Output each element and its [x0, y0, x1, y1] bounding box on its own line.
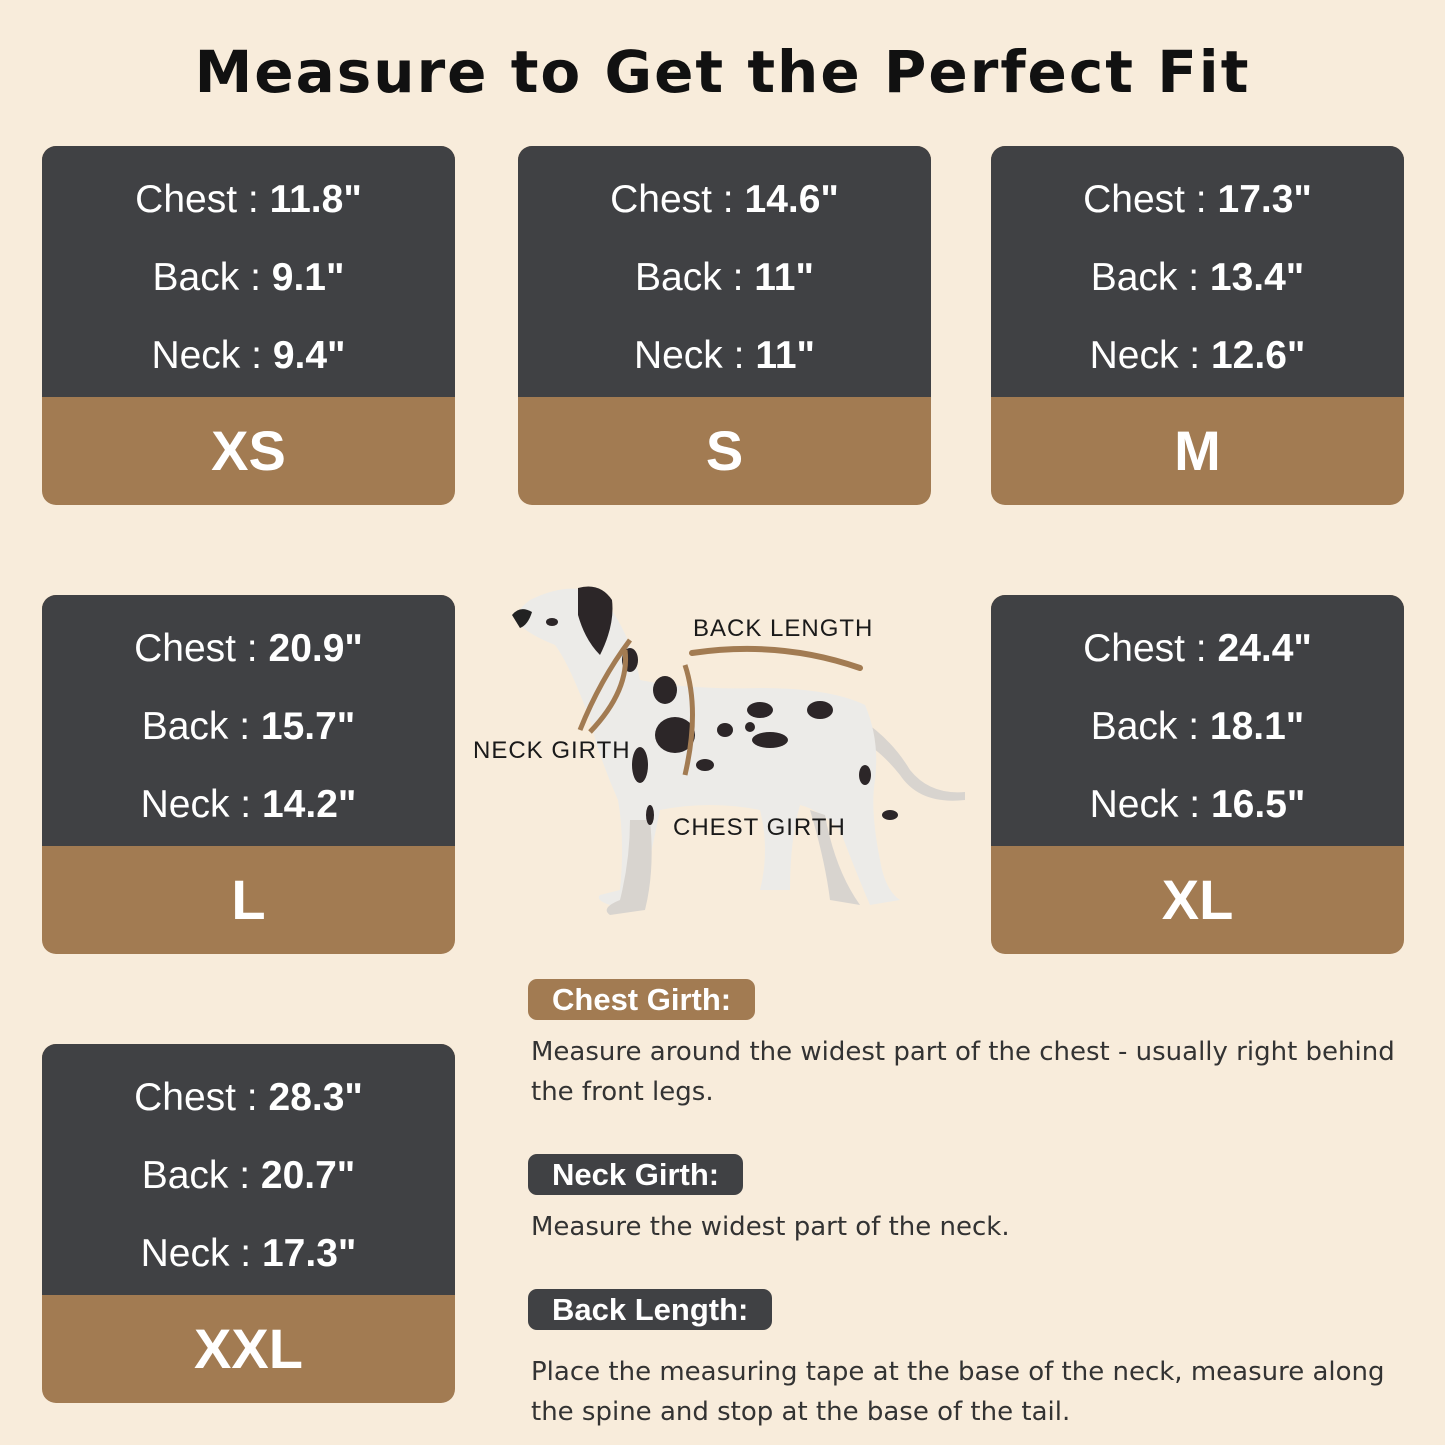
chest-value: 24.4" — [1217, 627, 1312, 670]
size-card-l: Chest : 20.9" Back : 15.7" Neck : 14.2" L — [42, 595, 455, 954]
back-label: Back : — [152, 256, 261, 299]
neck-value: 17.3" — [261, 1232, 357, 1275]
back-measurement: Back : 13.4" — [991, 254, 1404, 332]
back-measurement: Back : 18.1" — [991, 703, 1404, 781]
chest-label: Chest : — [134, 627, 258, 670]
neck-measurement: Neck : 9.4" — [42, 332, 455, 410]
back-label: Back : — [141, 705, 251, 748]
chest-label: Chest : — [1083, 627, 1207, 670]
size-card-xl: Chest : 24.4" Back : 18.1" Neck : 16.5" XL — [991, 595, 1404, 954]
neck-measurement: Neck : 12.6" — [991, 332, 1404, 410]
neck-measurement: Neck : 16.5" — [991, 781, 1404, 859]
neck-label: Neck : — [140, 783, 252, 826]
back-measurement: Back : 9.1" — [42, 254, 455, 332]
neck-label: Neck : — [1089, 783, 1201, 826]
measurements-panel: Chest : 11.8" Back : 9.1" Neck : 9.4" — [42, 146, 455, 397]
back-measurement: Back : 11" — [518, 254, 931, 332]
chest-value: 14.6" — [744, 178, 839, 221]
chest-girth-description: Measure around the widest part of the ch… — [531, 1037, 1395, 1107]
chest-measurement: Chest : 20.9" — [42, 625, 455, 703]
neck-value: 16.5" — [1210, 783, 1306, 826]
neck-girth-description: Measure the widest part of the neck. — [531, 1212, 1010, 1242]
chest-girth-label: CHEST GIRTH — [673, 814, 846, 841]
measurements-panel: Chest : 20.9" Back : 15.7" Neck : 14.2" — [42, 595, 455, 846]
neck-girth-label: NECK GIRTH — [473, 737, 631, 764]
chest-measurement: Chest : 14.6" — [518, 176, 931, 254]
measurements-panel: Chest : 17.3" Back : 13.4" Neck : 12.6" — [991, 146, 1404, 397]
size-card-s: Chest : 14.6" Back : 11" Neck : 11" S — [518, 146, 931, 505]
neck-value: 9.4" — [272, 334, 346, 377]
back-measurement: Back : 15.7" — [42, 703, 455, 781]
neck-girth-heading: Neck Girth: — [528, 1154, 744, 1195]
chest-value: 28.3" — [268, 1076, 363, 1119]
neck-label: Neck : — [1089, 334, 1201, 377]
back-length-heading: Back Length: — [528, 1289, 773, 1330]
chest-measurement: Chest : 28.3" — [42, 1074, 455, 1152]
measurements-panel: Chest : 24.4" Back : 18.1" Neck : 16.5" — [991, 595, 1404, 846]
size-label: XS — [211, 419, 286, 482]
size-card-xs: Chest : 11.8" Back : 9.1" Neck : 9.4" XS — [42, 146, 455, 505]
chest-label: Chest : — [135, 178, 259, 221]
size-card-xxl: Chest : 28.3" Back : 20.7" Neck : 17.3" XXL — [42, 1044, 455, 1403]
chest-measurement: Chest : 11.8" — [42, 176, 455, 254]
size-label: M — [1174, 419, 1221, 482]
back-value: 15.7" — [260, 705, 356, 748]
chest-value: 20.9" — [268, 627, 363, 670]
back-label: Back : — [1090, 705, 1200, 748]
back-label: Back : — [141, 1154, 251, 1197]
dalmatian-diagram: BACK LENGTH NECK GIRTH CHEST GIRTH — [473, 586, 965, 915]
page-title: Measure to Get the Perfect Fit — [194, 38, 1251, 106]
size-label: XL — [1161, 868, 1234, 931]
back-value: 13.4" — [1209, 256, 1305, 299]
back-value: 11" — [754, 256, 814, 299]
size-label: S — [705, 419, 744, 482]
neck-value: 12.6" — [1210, 334, 1306, 377]
neck-value: 14.2" — [261, 783, 357, 826]
back-value: 20.7" — [260, 1154, 356, 1197]
neck-measurement: Neck : 17.3" — [42, 1230, 455, 1308]
chest-girth-heading: Chest Girth: — [528, 979, 756, 1020]
neck-label: Neck : — [151, 334, 262, 377]
back-label: Back : — [635, 256, 744, 299]
back-label: Back : — [1090, 256, 1200, 299]
neck-label: Neck : — [633, 334, 745, 377]
chest-label: Chest : — [610, 178, 734, 221]
chest-value: 17.3" — [1217, 178, 1312, 221]
neck-measurement: Neck : 14.2" — [42, 781, 455, 859]
size-label: L — [231, 868, 266, 931]
neck-value: 11" — [755, 334, 816, 377]
neck-measurement: Neck : 11" — [518, 332, 931, 410]
back-length-label: BACK LENGTH — [693, 615, 873, 642]
back-length-description: Place the measuring tape at the base of … — [531, 1357, 1385, 1427]
back-value: 9.1" — [271, 256, 345, 299]
chest-measurement: Chest : 17.3" — [991, 176, 1404, 254]
neck-label: Neck : — [140, 1232, 252, 1275]
size-label: XXL — [194, 1317, 303, 1380]
chest-measurement: Chest : 24.4" — [991, 625, 1404, 703]
chest-value: 11.8" — [269, 178, 362, 221]
back-measurement: Back : 20.7" — [42, 1152, 455, 1230]
chest-label: Chest : — [1083, 178, 1207, 221]
dog-illustration — [512, 586, 965, 915]
chest-label: Chest : — [134, 1076, 258, 1119]
size-card-m: Chest : 17.3" Back : 13.4" Neck : 12.6" M — [991, 146, 1404, 505]
measurements-panel: Chest : 14.6" Back : 11" Neck : 11" — [518, 146, 931, 397]
back-value: 18.1" — [1209, 705, 1305, 748]
measurements-panel: Chest : 28.3" Back : 20.7" Neck : 17.3" — [42, 1044, 455, 1295]
